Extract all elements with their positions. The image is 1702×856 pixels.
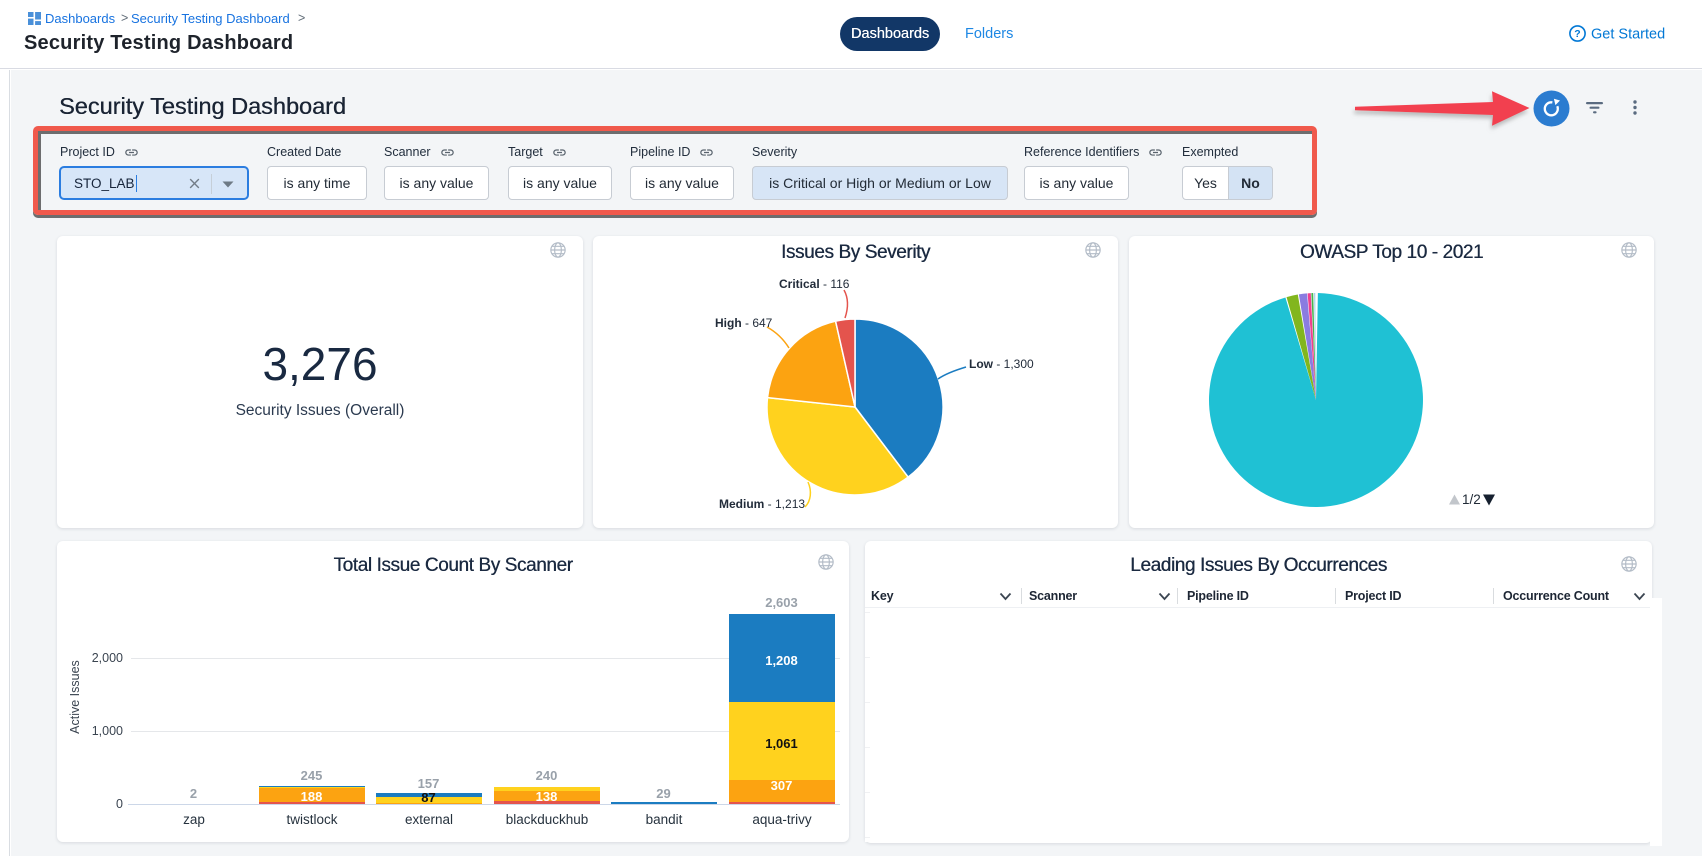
svg-text:?: ? (1574, 28, 1580, 40)
